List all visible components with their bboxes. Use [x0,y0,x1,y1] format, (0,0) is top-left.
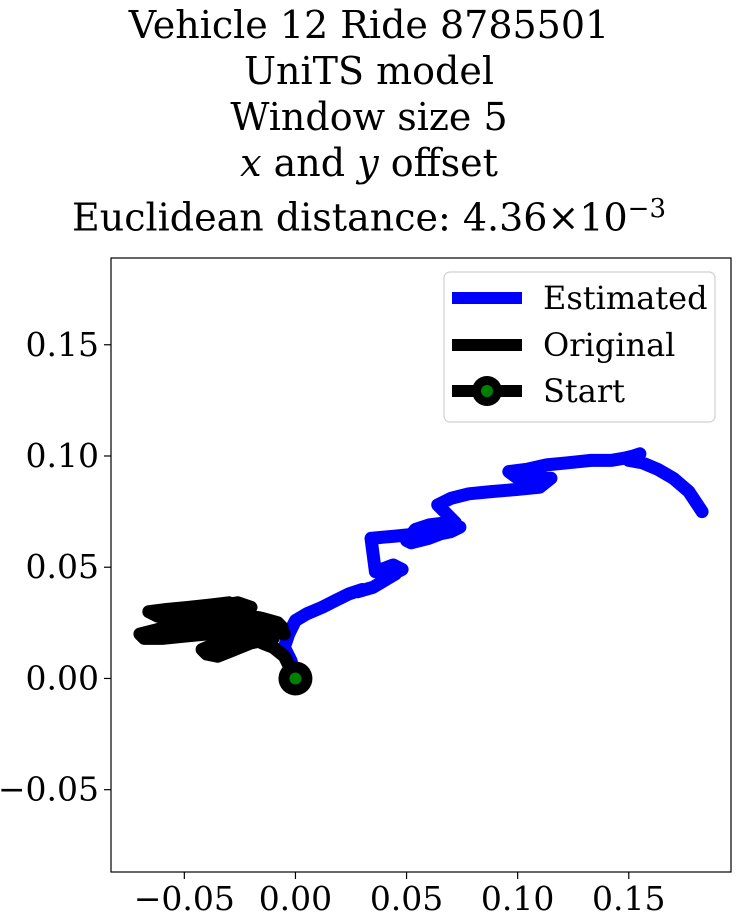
series-estimated-line [277,447,709,685]
y-tick-label: −0.05 [0,770,99,809]
chart-title: Vehicle 12 Ride 8785501 UniTS model Wind… [0,2,738,241]
title-y-var: y [357,141,379,185]
legend-label-start: Start [543,372,625,410]
title-line-2: UniTS model [244,49,494,93]
legend-swatch-start-face [481,385,493,397]
legend: Estimated Original Start [443,271,716,423]
title-line-1: Vehicle 12 Ride 8785501 [128,3,610,47]
x-tick-label: −0.05 [134,879,235,918]
x-tick-label: 0.15 [592,879,665,918]
title-distance: Euclidean distance: 4.36 [72,195,548,240]
legend-label-original: Original [543,326,675,364]
title-x-var: x [240,141,262,185]
x-tick-label: 0.00 [259,879,332,918]
ticks-layer: −0.05 0.00 0.05 0.10 0.15 −0.05 0.00 0.05 0.10 0.… [0,325,666,918]
title-line-4: x and y offset [0,140,738,186]
title-base: 10 [579,195,628,240]
title-times: × [547,195,580,240]
y-tick-label: 0.15 [26,325,99,364]
y-tick-label: 0.00 [26,658,99,697]
title-line-3: Window size 5 [230,95,508,139]
x-tick-label: 0.10 [481,879,554,918]
plot-frame [110,257,732,873]
series-layer [133,447,709,696]
title-exponent: −3 [627,194,666,224]
title-line-5: Euclidean distance: 4.36×10−3 [0,186,738,241]
title-offset: offset [390,141,498,185]
legend-label-estimated: Estimated [543,279,708,317]
start-marker-face [289,672,302,685]
x-tick-label: 0.05 [370,879,443,918]
y-tick-label: 0.10 [26,436,99,475]
legend-box [443,271,716,423]
y-tick-label: 0.05 [26,547,99,586]
title-and: and [273,141,346,185]
series-original-line [133,596,302,685]
